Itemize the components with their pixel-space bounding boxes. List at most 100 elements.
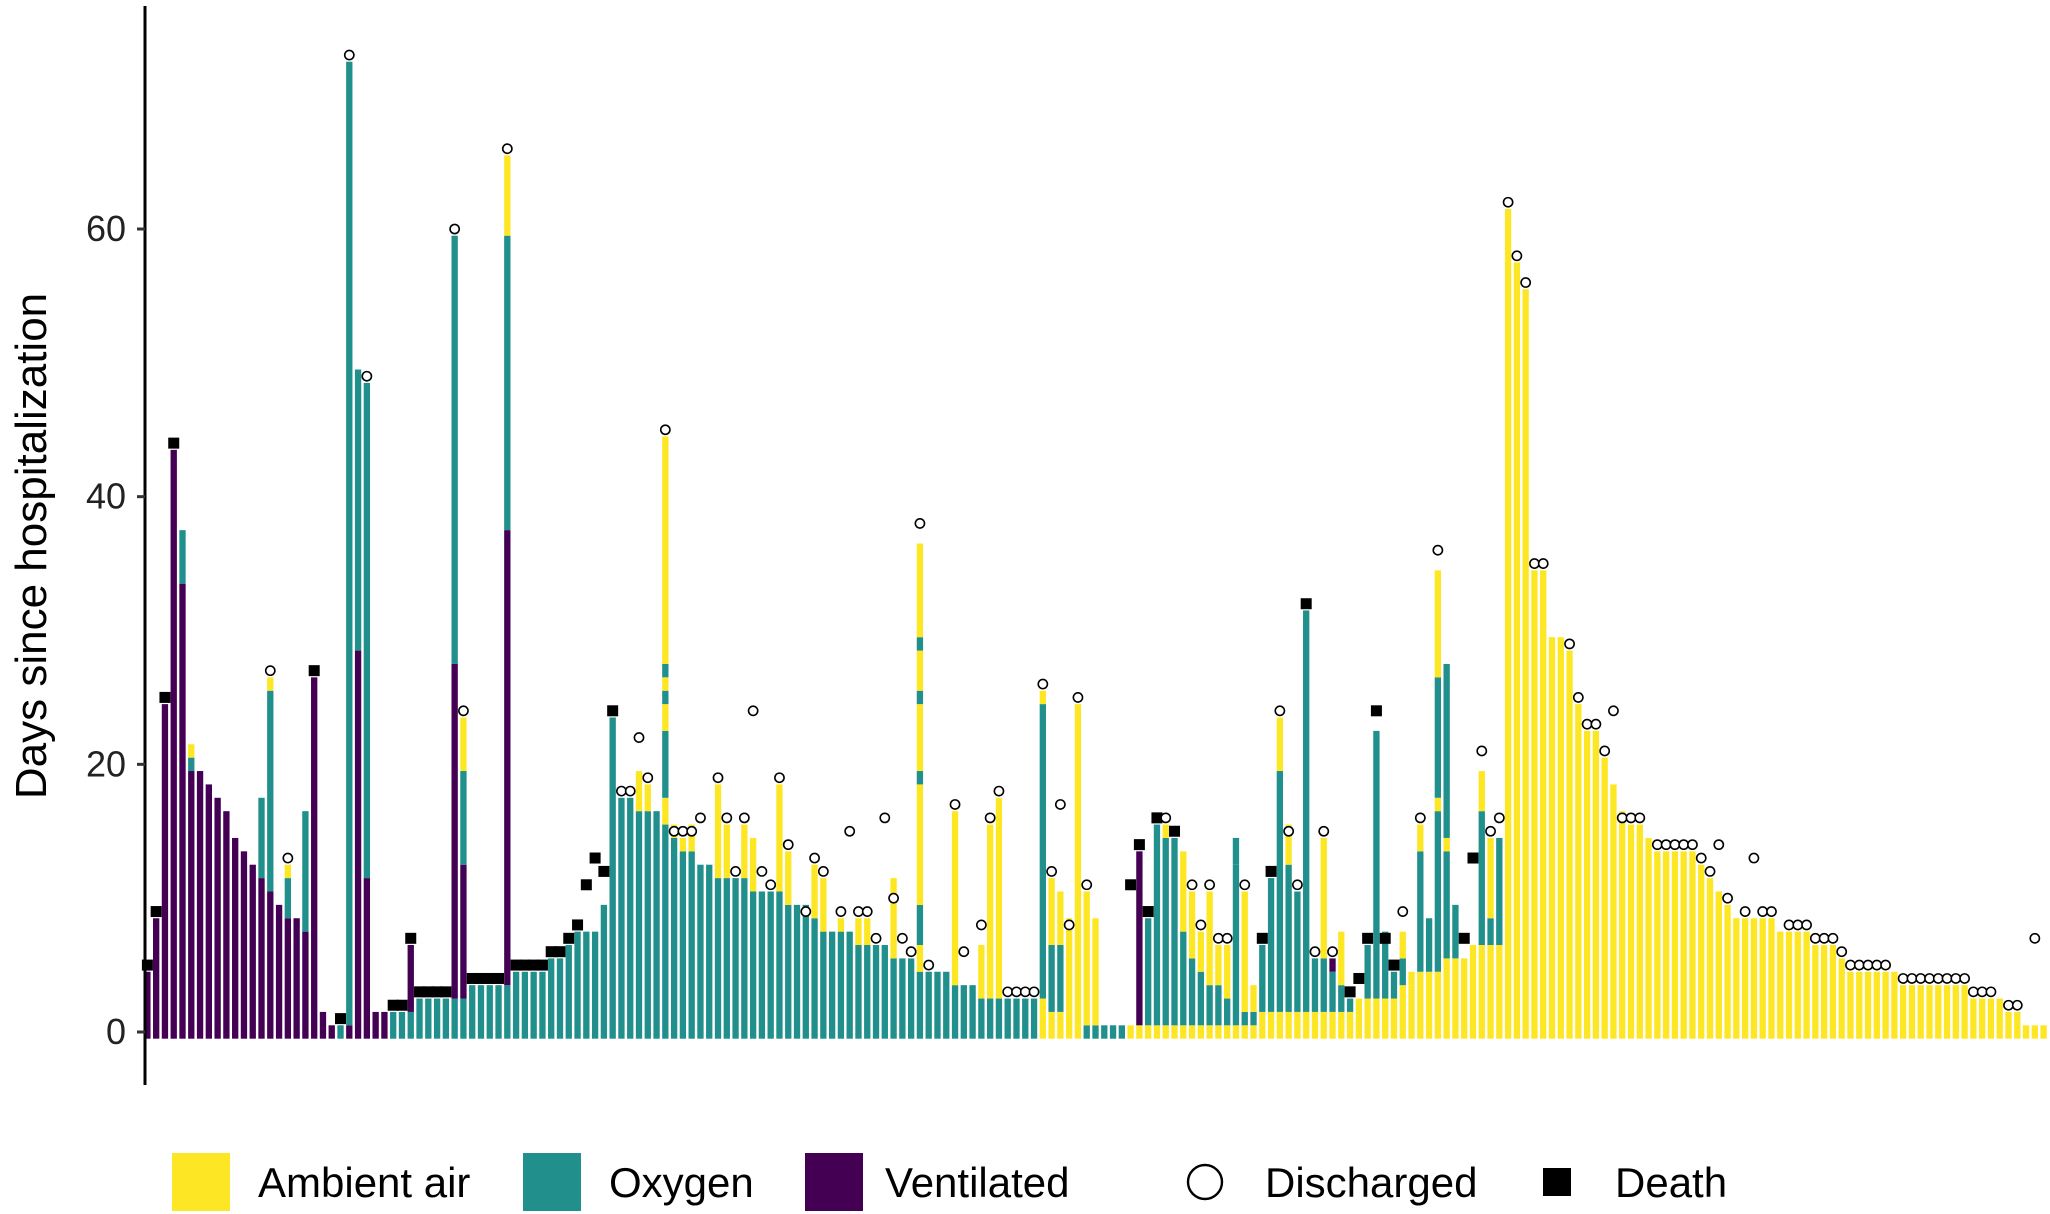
- oxygen-segment: [618, 797, 625, 1039]
- death-marker: [1458, 932, 1470, 944]
- oxygen-segment: [1232, 837, 1240, 865]
- ambient-air-segment: [1864, 971, 1872, 1039]
- oxygen-segment: [986, 998, 994, 1039]
- discharged-marker: [1195, 919, 1207, 931]
- discharged-marker: [1836, 946, 1848, 958]
- patient-bar: [1636, 824, 1643, 1039]
- patient-bar: [749, 837, 757, 1039]
- ambient-air-segment: [1662, 851, 1670, 1039]
- patient-bar: [161, 704, 169, 1039]
- patient-bar: [1540, 570, 1547, 1039]
- oxygen-segment: [486, 985, 493, 1039]
- legend-item-ambient: Ambient air: [172, 1153, 470, 1211]
- ambient-air-segment: [916, 704, 924, 772]
- patient-bar: [1136, 851, 1143, 1039]
- patient-bar: [1364, 945, 1371, 1039]
- patient-bar: [1610, 784, 1617, 1039]
- patient-bar: [144, 971, 151, 1039]
- oxygen-segment: [512, 971, 520, 1039]
- discharged-marker: [1221, 932, 1233, 944]
- patient-bar: [1583, 730, 1591, 1039]
- ambient-air-segment: [1522, 289, 1529, 1039]
- patient-bar: [583, 931, 590, 1039]
- discharged-marker: [896, 932, 908, 944]
- oxygen-segment: [1425, 918, 1433, 972]
- ambient-air-segment: [1926, 985, 1933, 1039]
- oxygen-segment: [828, 931, 836, 1039]
- oxygen-segment: [1329, 971, 1336, 1012]
- ambient-air-segment: [1364, 998, 1371, 1039]
- oxygen-segment: [635, 811, 643, 1039]
- legend-label-death: Death: [1615, 1159, 1727, 1206]
- ambient-air-segment: [1259, 1011, 1266, 1039]
- oxygen-segment: [1294, 891, 1301, 1012]
- discharged-marker: [1766, 906, 1777, 917]
- patient-bar: [2005, 1011, 2012, 1039]
- death-marker: [510, 959, 522, 971]
- oxygen-segment: [1390, 971, 1398, 999]
- ambient-air-segment: [1153, 1025, 1161, 1039]
- death-marker: [1467, 852, 1479, 864]
- patient-bar: [1171, 837, 1178, 1039]
- patient-bar: [951, 811, 959, 1039]
- patient-bar: [1496, 837, 1503, 1039]
- patient-bar: [600, 904, 608, 1039]
- patient-bar: [1785, 931, 1793, 1039]
- patient-bar: [188, 744, 195, 1039]
- discharged-marker: [721, 812, 733, 824]
- discharged-marker: [1493, 812, 1505, 824]
- patient-bar: [565, 945, 572, 1039]
- patient-bar: [1083, 891, 1090, 1039]
- ambient-air-segment: [1215, 1025, 1222, 1039]
- ventilated-segment: [1329, 958, 1336, 972]
- ambient-air-segment: [1838, 958, 1845, 1039]
- ambient-air-segment: [1706, 878, 1714, 1039]
- patient-bar: [1417, 824, 1424, 1039]
- patient-bar: [275, 904, 283, 1039]
- ambient-air-segment: [723, 824, 730, 879]
- patient-bar: [1443, 663, 1450, 1039]
- patient-bar: [1250, 985, 1257, 1039]
- patient-bar: [1680, 851, 1687, 1039]
- oxygen-segment: [916, 904, 924, 946]
- oxygen-segment: [749, 891, 757, 1039]
- ambient-air-segment: [1461, 958, 1468, 1039]
- ambient-air-segment: [1074, 704, 1082, 1026]
- oxygen-segment: [776, 891, 783, 1039]
- oxygen-segment: [1224, 998, 1231, 1026]
- patient-bar: [433, 998, 441, 1039]
- patient-bar: [837, 918, 845, 1039]
- legend-item-oxygen: Oxygen: [523, 1153, 754, 1211]
- ambient-air-segment: [267, 677, 274, 691]
- oxygen-segment: [1399, 958, 1406, 986]
- discharged-marker: [1880, 959, 1891, 971]
- discharged-marker: [1432, 544, 1444, 556]
- death-marker: [554, 946, 566, 958]
- oxygen-segment: [960, 985, 967, 1039]
- patient-bar: [1294, 891, 1301, 1039]
- discharged-marker: [765, 879, 777, 891]
- ventilated-segment: [346, 1025, 353, 1039]
- ambient-air-segment: [1750, 918, 1758, 1039]
- ventilated-segment: [381, 1011, 388, 1039]
- ambient-air-segment: [1654, 851, 1661, 1039]
- oxygen-segment: [1101, 1025, 1108, 1039]
- oxygen-segment: [1303, 610, 1310, 1012]
- patient-bar: [1601, 757, 1608, 1039]
- patient-bar: [390, 1011, 397, 1039]
- oxygen-segment: [1118, 1025, 1125, 1039]
- ambient-air-segment: [1601, 757, 1608, 1039]
- oxygen-segment: [591, 931, 599, 1039]
- patient-bar: [1101, 1025, 1108, 1039]
- oxygen-segment: [714, 878, 722, 1039]
- discharged-marker: [282, 852, 294, 864]
- patient-bar: [1899, 985, 1907, 1039]
- patient-bar: [451, 235, 458, 1039]
- patient-bar: [495, 985, 502, 1039]
- patient-bar: [706, 864, 713, 1039]
- patient-bar: [934, 971, 941, 1039]
- ambient-air-segment: [1610, 784, 1617, 1039]
- ventilated-segment: [232, 837, 239, 1039]
- patient-bar: [1452, 904, 1459, 1039]
- oxygen-segment: [697, 864, 704, 1039]
